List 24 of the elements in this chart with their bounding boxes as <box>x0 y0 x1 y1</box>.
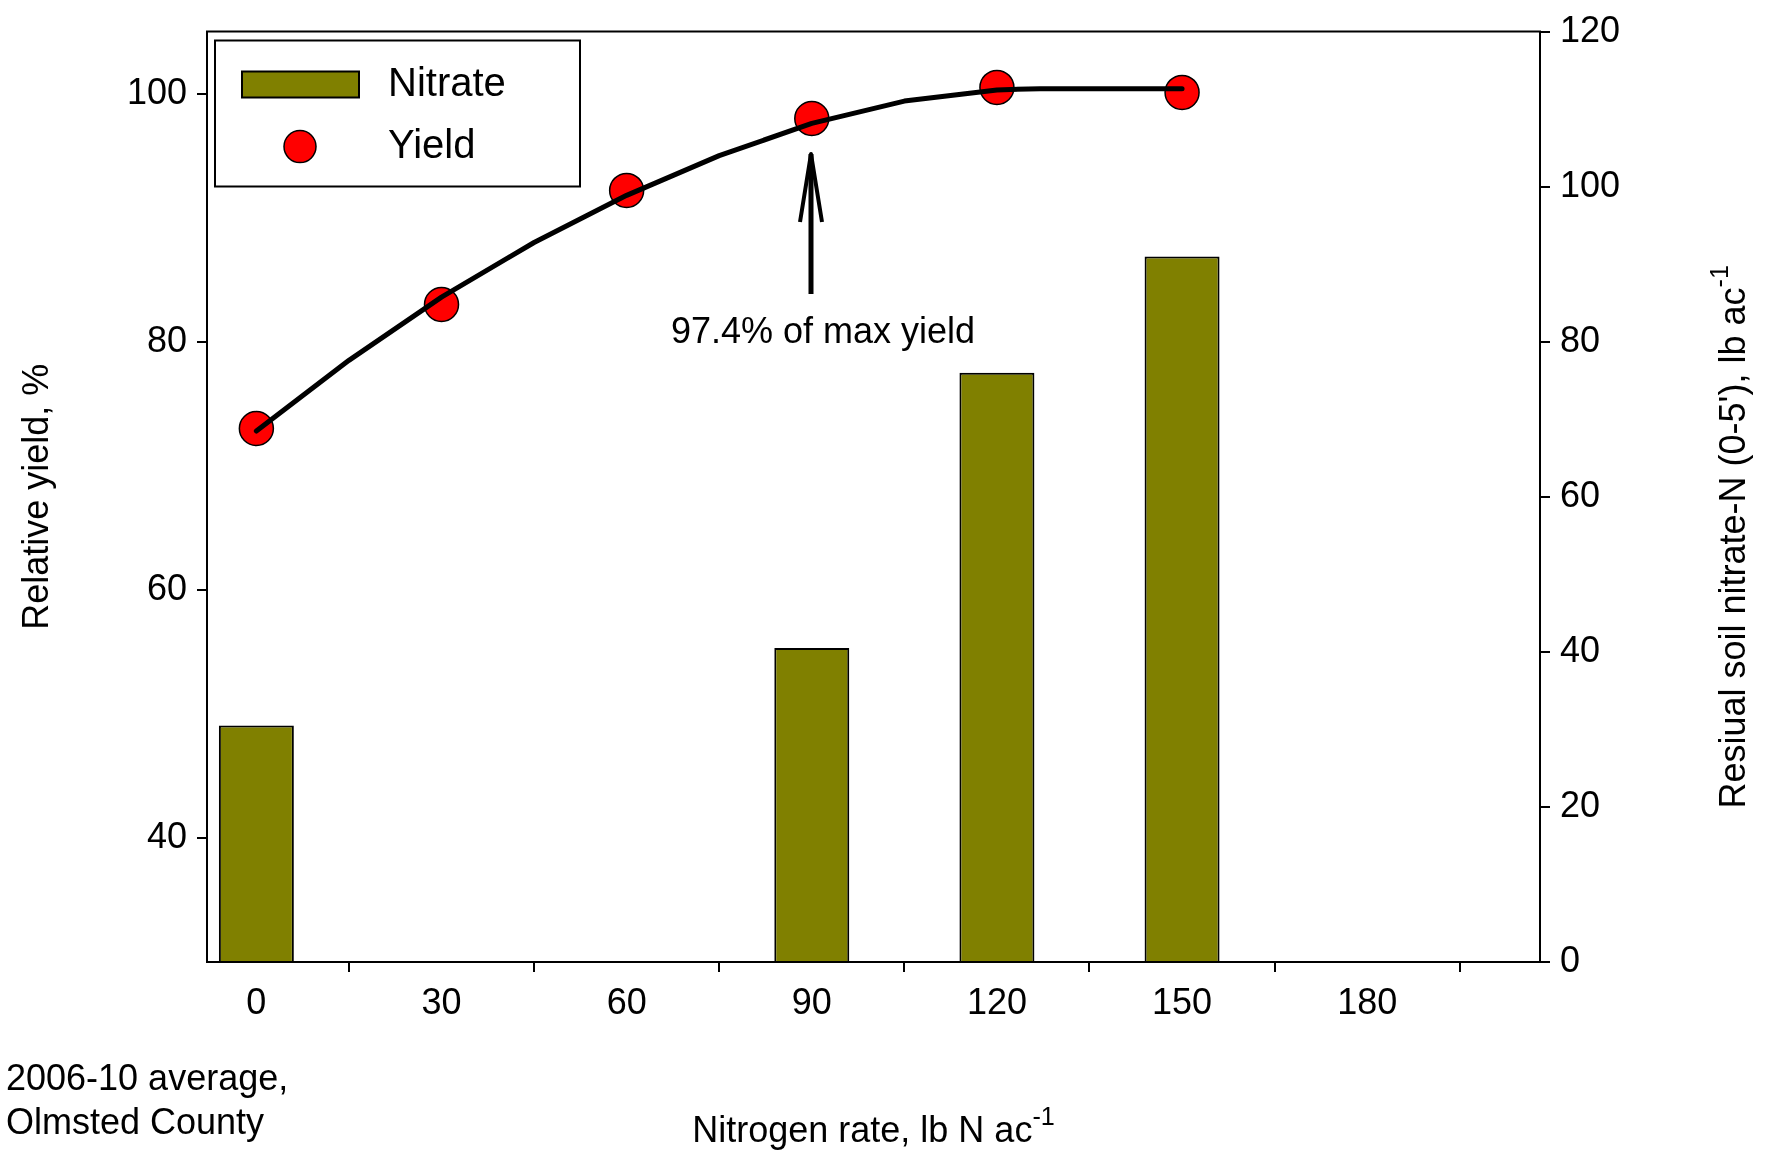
y2-tick-label: 40 <box>1560 628 1601 670</box>
y2-tick-label: 60 <box>1560 473 1601 515</box>
y-tick-label: 60 <box>146 566 187 608</box>
y2-tick-label: 120 <box>1560 8 1621 50</box>
x-tick-label: 0 <box>246 980 267 1022</box>
y2-tick-label: 0 <box>1560 938 1581 980</box>
x-tick-label: 180 <box>1337 980 1398 1022</box>
y-tick-label: 100 <box>126 70 187 112</box>
x-tick-label: 90 <box>791 980 832 1022</box>
y-axis-title: Relative yield, % <box>14 363 56 630</box>
legend-label: Nitrate <box>388 59 506 104</box>
y-tick-label: 40 <box>146 814 187 856</box>
y2-tick-label: 80 <box>1560 318 1601 360</box>
text: 2006-10 average, Olmsted County <box>6 1056 289 1142</box>
x-tick-label: 120 <box>966 980 1027 1022</box>
y2-tick-label: 20 <box>1560 783 1601 825</box>
y2-axis-title: Resiual soil nitrate-N (0-5'), lb ac-1 <box>1704 265 1753 809</box>
y2-tick-label: 100 <box>1560 163 1621 205</box>
x-tick-label: 30 <box>421 980 462 1022</box>
x-tick-label: 60 <box>606 980 647 1022</box>
x-tick-label: 150 <box>1152 980 1213 1022</box>
legend-label: Yield <box>388 121 476 166</box>
annotation: 97.4% of max yield <box>670 309 976 351</box>
y-tick-label: 80 <box>146 318 187 360</box>
